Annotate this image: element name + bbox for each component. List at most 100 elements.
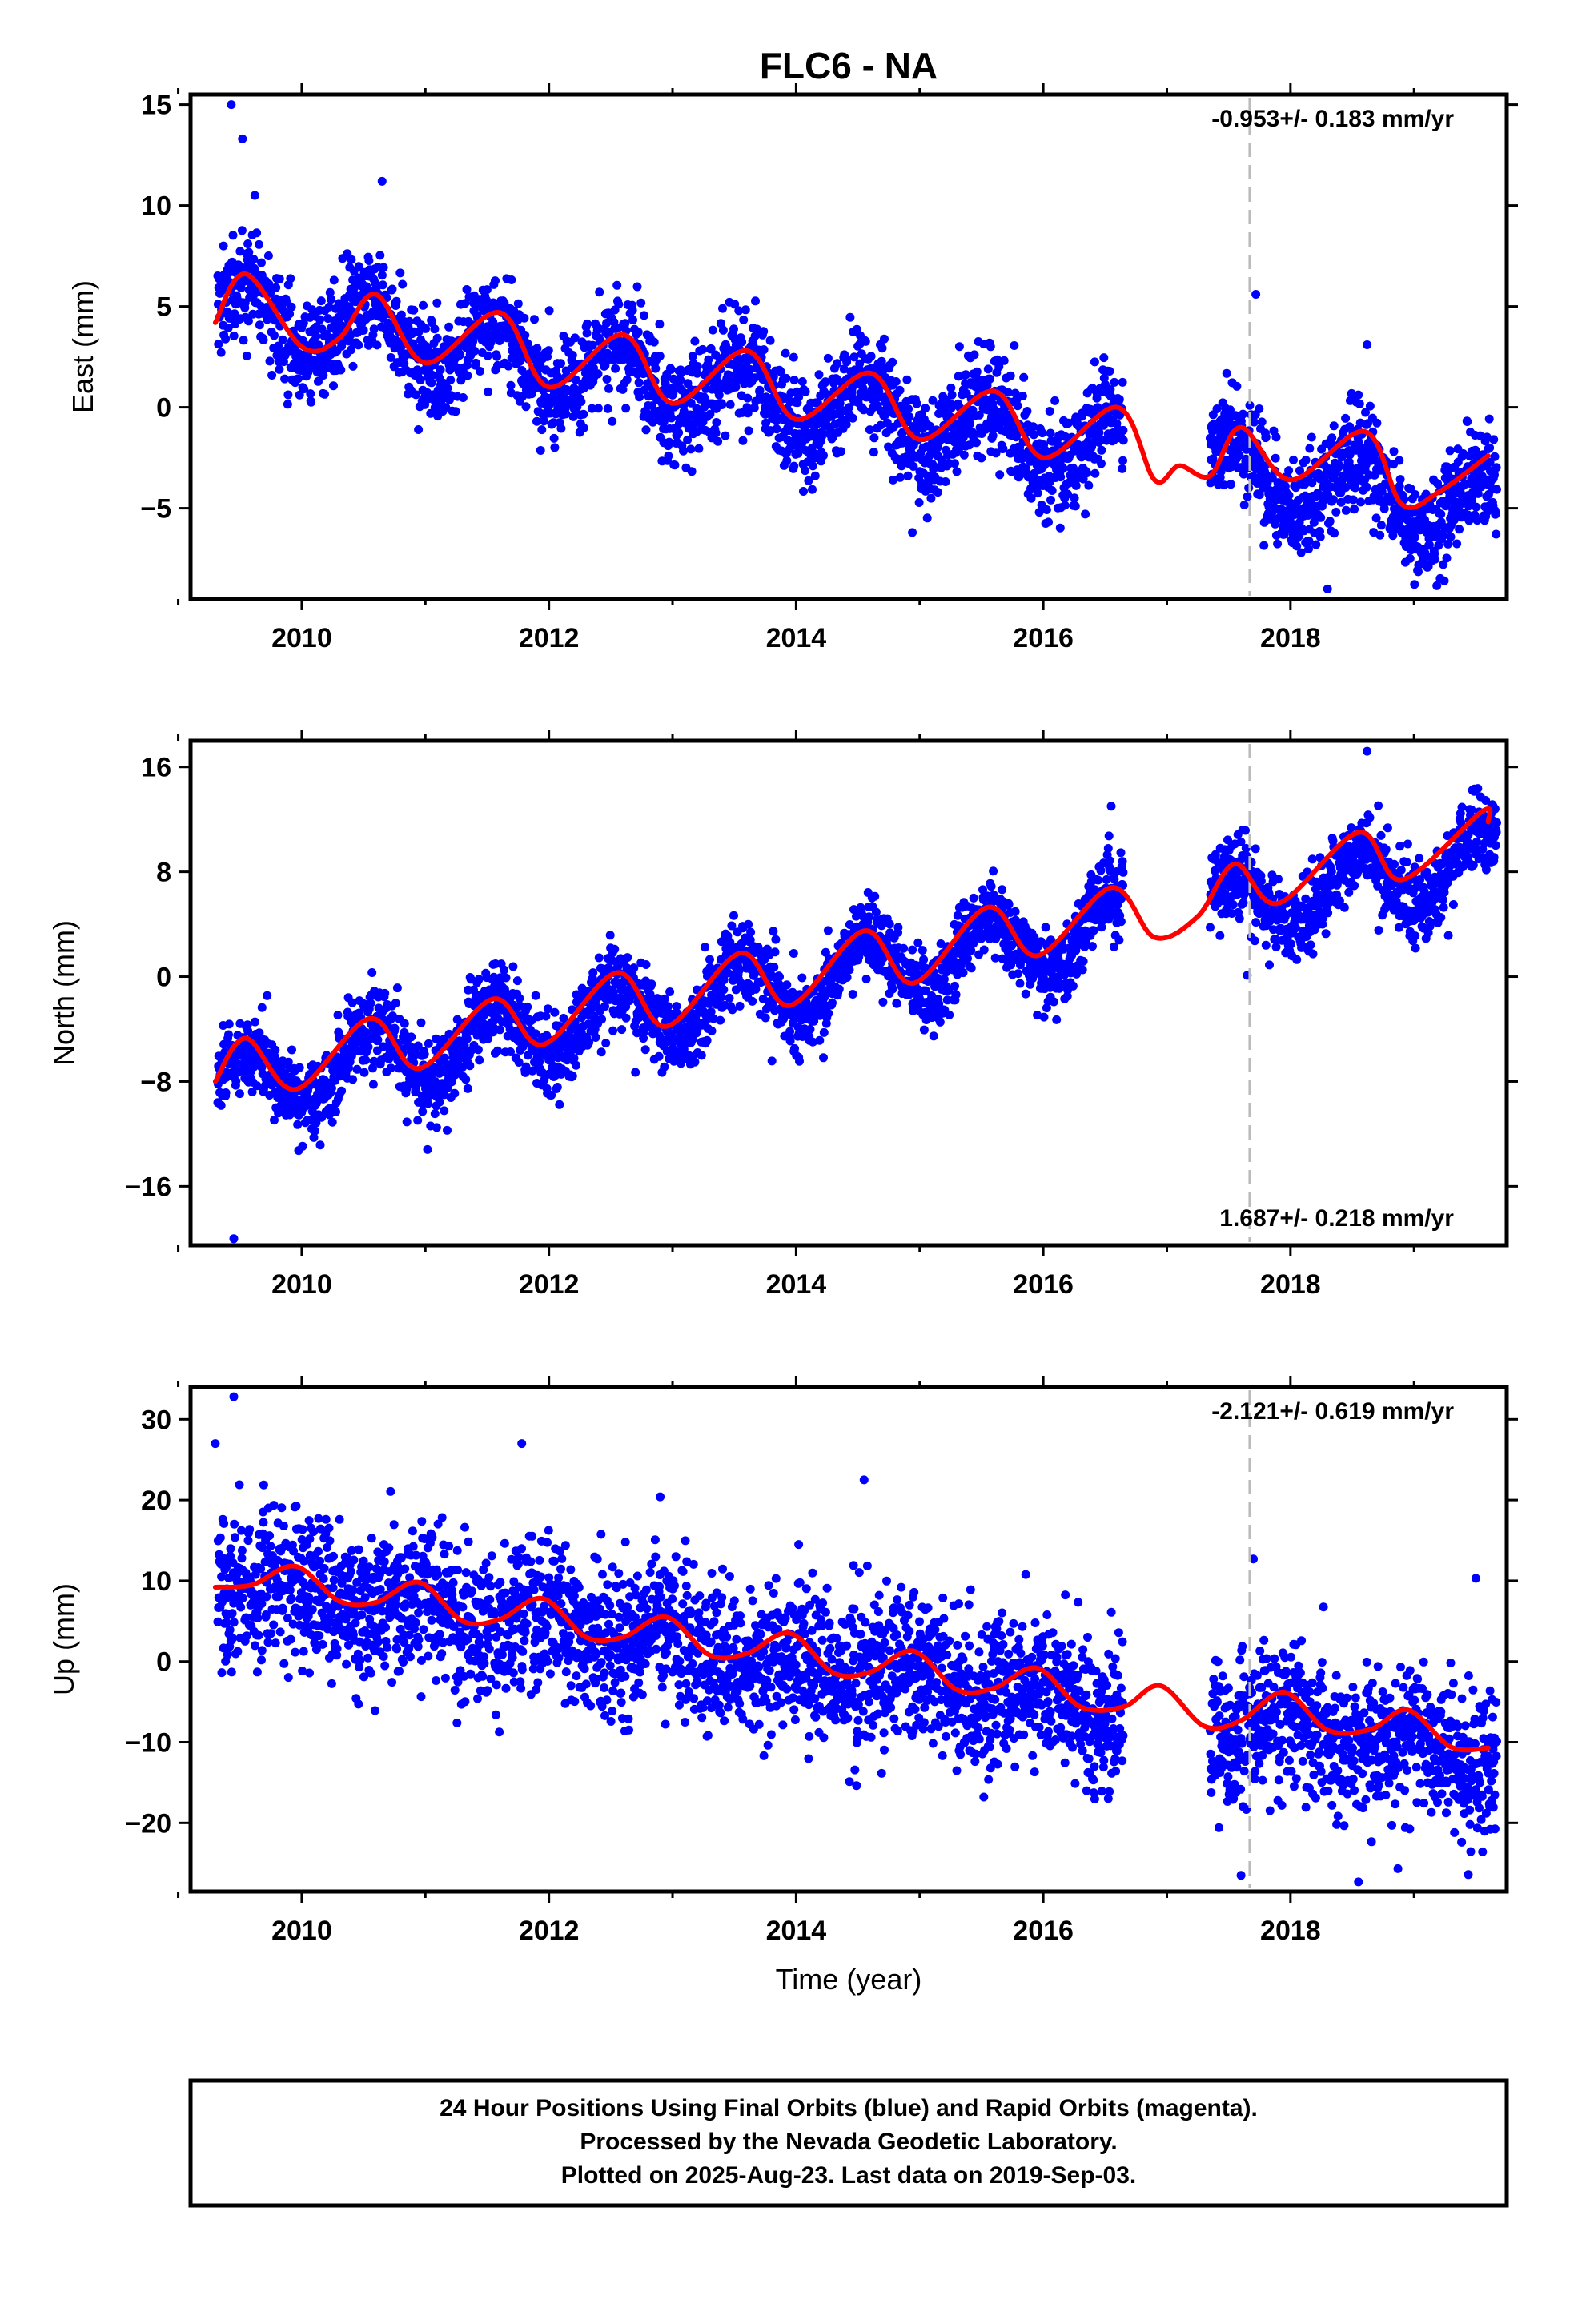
data-point [537, 425, 547, 435]
data-point [238, 134, 247, 143]
data-point [368, 1080, 378, 1089]
data-point [270, 1116, 279, 1125]
data-point [1216, 467, 1226, 476]
data-point [998, 444, 1008, 453]
data-point [521, 402, 531, 412]
data-point [743, 408, 753, 418]
data-point [359, 1068, 369, 1077]
data-point [243, 1026, 253, 1035]
data-point [504, 361, 513, 371]
data-point [221, 334, 231, 344]
data-point [640, 1045, 650, 1055]
data-point [1250, 417, 1259, 427]
data-point [386, 353, 396, 362]
data-point [513, 299, 523, 308]
data-point [751, 296, 760, 306]
data-point [465, 1061, 475, 1071]
data-point [712, 418, 721, 427]
data-point [592, 326, 602, 336]
x-tick-label: 2016 [1013, 623, 1074, 653]
data-point [659, 416, 669, 426]
data-point [679, 446, 688, 456]
data-point [424, 1039, 433, 1048]
data-point [263, 991, 272, 1000]
data-point [263, 251, 273, 260]
data-point [781, 373, 791, 383]
data-point [1118, 436, 1128, 445]
data-point [648, 401, 657, 411]
data-point [1118, 456, 1127, 465]
data-point [759, 345, 769, 355]
data-point [845, 312, 855, 322]
data-point [366, 999, 375, 1008]
data-point [1090, 468, 1100, 478]
data-point [1257, 417, 1267, 427]
data-point [283, 400, 292, 409]
data-point [390, 1023, 400, 1033]
data-point [337, 1086, 347, 1096]
data-point [950, 459, 959, 468]
data-point [1259, 541, 1269, 550]
data-point [237, 226, 247, 235]
data-point [1379, 504, 1389, 513]
data-point [576, 397, 586, 406]
data-point [808, 485, 817, 494]
data-point [686, 444, 696, 454]
data-point [396, 268, 405, 278]
data-point [1239, 501, 1249, 509]
data-point [264, 279, 274, 289]
data-point [1389, 447, 1399, 456]
data-point [398, 279, 408, 289]
data-point [420, 1050, 429, 1059]
data-point [808, 461, 817, 471]
data-point [1071, 480, 1081, 490]
data-point [250, 191, 259, 200]
data-point [1019, 372, 1029, 382]
data-point [596, 1047, 606, 1057]
data-point [274, 341, 283, 351]
data-point [1439, 576, 1449, 585]
data-point [824, 1009, 833, 1018]
data-point [859, 405, 869, 415]
data-point [869, 448, 878, 457]
data-point [1097, 445, 1106, 455]
data-point [555, 1100, 564, 1109]
data-point [799, 487, 808, 496]
data-point [1446, 532, 1456, 541]
data-point [470, 346, 480, 356]
data-point [665, 437, 674, 447]
data-point [444, 322, 454, 332]
data-point [1484, 414, 1494, 424]
data-point [1045, 407, 1054, 416]
data-point [1463, 417, 1472, 426]
data-point [845, 403, 854, 412]
data-point [549, 433, 559, 443]
data-point [593, 404, 603, 413]
rate-annotation: -0.953+/- 0.183 mm/yr [1211, 106, 1454, 132]
data-point [1432, 581, 1442, 590]
data-point [484, 1034, 493, 1043]
data-point [716, 319, 725, 328]
data-point [1070, 501, 1080, 511]
chart-title: FLC6 - NA [760, 45, 938, 86]
data-point [1329, 421, 1339, 431]
data-point [1261, 432, 1271, 442]
data-point [275, 364, 284, 374]
data-point [674, 428, 684, 437]
data-point [664, 451, 673, 460]
data-point [536, 446, 545, 455]
data-point [789, 376, 799, 385]
data-point [761, 418, 771, 428]
plot-frame [188, 92, 1509, 601]
data-point [235, 1089, 244, 1099]
data-point [686, 398, 696, 408]
data-point [771, 935, 781, 944]
data-point [926, 493, 936, 503]
data-point [891, 377, 901, 386]
data-point [1489, 435, 1499, 444]
data-point [1324, 464, 1334, 473]
data-point [785, 1027, 795, 1036]
data-point [655, 352, 665, 361]
data-point [929, 464, 938, 474]
data-point [1455, 525, 1464, 534]
